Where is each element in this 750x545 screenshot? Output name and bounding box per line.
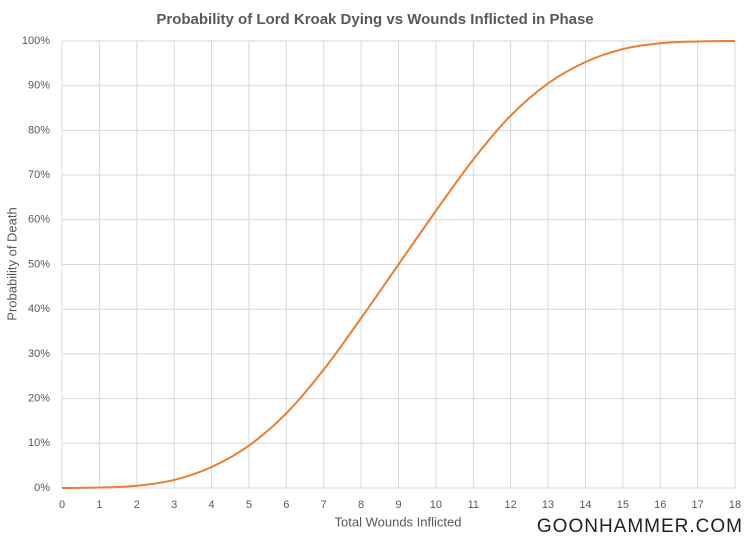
x-tick-label: 11 [468, 499, 479, 511]
data-line [61, 40, 736, 489]
y-tick-label: 0% [34, 482, 50, 494]
x-tick-label: 15 [617, 499, 629, 511]
x-tick-label: 16 [654, 499, 666, 511]
x-tick-label: 4 [208, 499, 214, 511]
x-tick-label: 0 [59, 499, 65, 511]
y-tick-label: 40% [28, 303, 50, 315]
x-tick-label: 3 [171, 499, 177, 511]
x-tick-label: 1 [96, 499, 102, 511]
x-tick-label: 9 [395, 499, 401, 511]
y-tick-label: 100% [22, 35, 50, 47]
y-tick-label: 10% [28, 437, 50, 449]
x-tick-label: 14 [579, 499, 591, 511]
x-tick-label: 13 [542, 499, 554, 511]
x-tick-label: 12 [505, 499, 517, 511]
chart-title: Probability of Lord Kroak Dying vs Wound… [156, 11, 593, 28]
y-tick-label: 70% [28, 169, 50, 181]
x-tick-label: 5 [246, 499, 252, 511]
y-tick-label: 90% [28, 80, 50, 92]
y-tick-label: 80% [28, 124, 50, 136]
y-axis-label: Probability of Death [4, 207, 19, 320]
y-tick-label: 20% [28, 393, 50, 405]
y-tick-label: 60% [28, 214, 50, 226]
y-tick-label: 50% [28, 258, 50, 270]
x-tick-label: 8 [358, 499, 364, 511]
watermark: GOONHAMMER.COM [537, 516, 743, 537]
x-tick-label: 18 [729, 499, 741, 511]
x-tick-label: 17 [691, 499, 703, 511]
x-tick-label: 7 [321, 499, 327, 511]
y-tick-label: 30% [28, 348, 50, 360]
x-tick-label: 6 [283, 499, 289, 511]
x-tick-label: 10 [430, 499, 442, 511]
x-tick-label: 2 [134, 499, 140, 511]
x-axis-label: Total Wounds Inflicted [335, 514, 462, 529]
